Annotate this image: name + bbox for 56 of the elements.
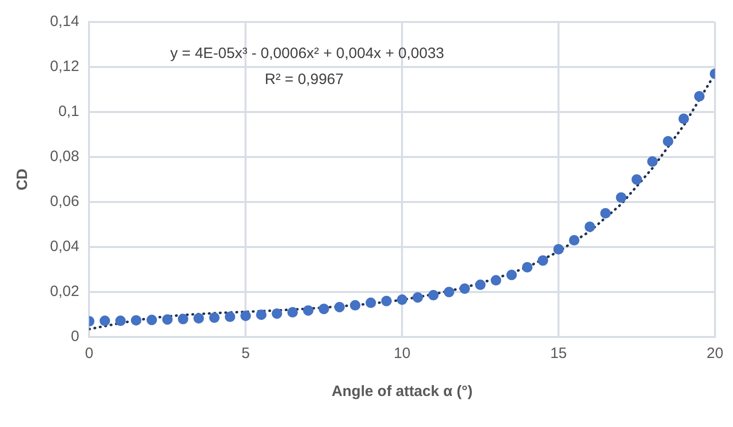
point — [193, 313, 204, 324]
x-tick-label: 0 — [85, 345, 94, 362]
point — [538, 255, 548, 266]
point — [366, 298, 376, 308]
point — [522, 262, 533, 272]
point — [506, 270, 517, 280]
point — [146, 314, 158, 326]
point — [616, 192, 626, 203]
point — [224, 312, 236, 322]
point — [632, 174, 642, 185]
point — [475, 280, 486, 290]
point — [240, 310, 251, 322]
point — [412, 292, 423, 303]
point — [600, 208, 611, 218]
point — [444, 286, 454, 298]
y-axis-title: CD — [14, 168, 32, 190]
point — [162, 314, 173, 325]
x-tick-label: 15 — [550, 345, 567, 362]
point — [459, 283, 470, 294]
y-tick-label: 0,08 — [50, 148, 80, 166]
point — [490, 275, 502, 286]
point — [381, 296, 392, 306]
annotation: y = 4E-05x³ - 0,0006x² + 0,004x + 0,0033 — [170, 45, 444, 62]
point — [100, 316, 110, 326]
point — [428, 290, 439, 300]
x-tick-label: 10 — [394, 345, 410, 362]
y-tick-label: 0,02 — [50, 283, 80, 300]
point — [647, 156, 658, 167]
point — [302, 305, 314, 316]
point — [396, 294, 408, 305]
point — [584, 222, 596, 232]
point — [130, 315, 142, 326]
y-tick-label: 0,1 — [58, 103, 80, 120]
point — [209, 312, 220, 323]
x-tick-label: 20 — [706, 345, 724, 362]
y-tick-label: 0,12 — [50, 58, 80, 76]
point — [662, 136, 674, 146]
point — [115, 316, 126, 326]
point — [568, 235, 580, 246]
point — [287, 307, 298, 318]
point — [678, 114, 689, 124]
point — [272, 308, 282, 319]
point — [256, 309, 267, 320]
y-tick-label: 0,06 — [50, 193, 80, 210]
x-tick-label: 5 — [241, 345, 250, 362]
x-axis-title: Angle of attack α (°) — [332, 383, 473, 400]
annotation: R² = 0,9967 — [264, 71, 344, 88]
point — [694, 91, 705, 102]
y-tick-label: 0,14 — [50, 13, 80, 30]
point — [178, 314, 188, 324]
y-tick-label: 0,04 — [50, 238, 80, 256]
point — [350, 300, 360, 311]
point — [318, 304, 330, 314]
point — [334, 302, 345, 312]
y-tick-label: 0 — [70, 328, 80, 346]
point — [553, 244, 564, 254]
